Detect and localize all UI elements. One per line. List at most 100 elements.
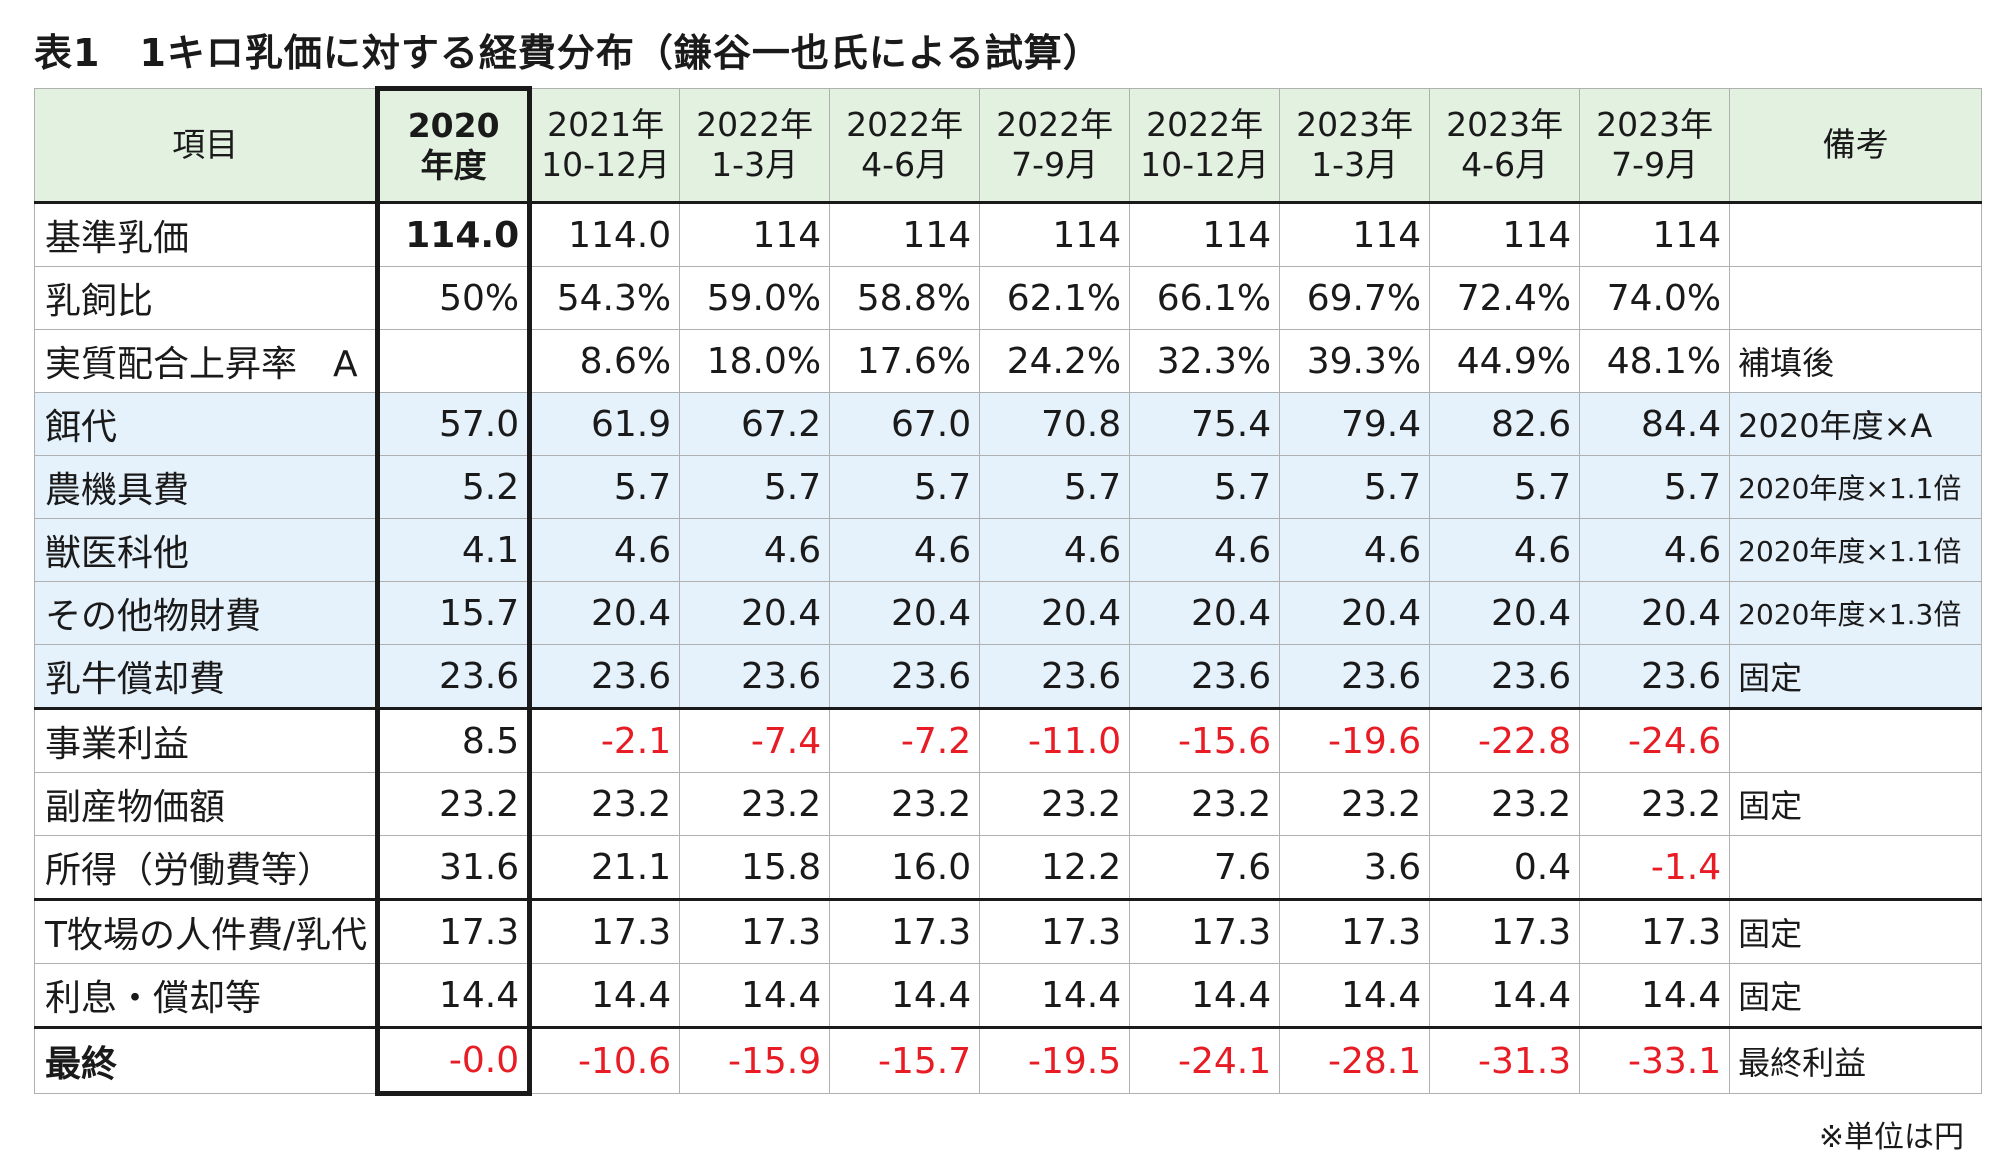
value-cell: 23.6 [1579, 644, 1731, 709]
value-cell: 58.8% [829, 266, 981, 330]
table-row: 事業利益 8.5 -2.1 -7.4 -7.2 -11.0 -15.6 -19.6 -22.8-… [33, 707, 1983, 773]
table-row: 利息・償却等 14.4 14.4 14.4 14.4 14.4 14.4 14.4 14.4 14… [33, 963, 1983, 1028]
value-cell: 14.4 [1429, 963, 1581, 1028]
value-cell: 20.4 [529, 581, 681, 645]
row-label: 乳飼比 [33, 266, 379, 330]
value-cell: 48.1% [1579, 329, 1731, 393]
header-period: 2023年 4-6月 [1429, 88, 1581, 204]
value-cell: 79.4 [1279, 392, 1431, 456]
header-line1: 2023年 [1446, 105, 1564, 144]
value-cell: 114 [1429, 202, 1581, 267]
header-line2: 1-3月 [1311, 145, 1399, 184]
header-notes: 備考 [1729, 88, 1983, 204]
row-note [1729, 707, 1983, 773]
value-cell: 61.9 [529, 392, 681, 456]
value-cell: 39.3% [1279, 329, 1431, 393]
value-cell: 14.4 [1579, 963, 1731, 1028]
value-cell: 17.3 [1279, 898, 1431, 964]
value-cell: 114 [679, 202, 831, 267]
value-cell: -2.1 [529, 707, 681, 773]
value-cell: 75.4 [1129, 392, 1281, 456]
value-cell: 4.6 [829, 518, 981, 582]
value-cell: -24.6 [1579, 707, 1731, 773]
row-label: その他物財費 [33, 581, 379, 645]
value-cell: 24.2% [979, 329, 1131, 393]
value-cell: 4.6 [1129, 518, 1281, 582]
header-line1: 2021年 [547, 105, 665, 144]
row-note [1729, 266, 1983, 330]
value-cell: 23.6 [375, 644, 533, 709]
value-cell: 114 [1129, 202, 1281, 267]
header-period: 2022年 1-3月 [679, 88, 831, 204]
value-cell: -31.3 [1429, 1026, 1581, 1094]
value-cell: 84.4 [1579, 392, 1731, 456]
value-cell: 20.4 [979, 581, 1131, 645]
table-row: 基準乳価 114.0 114.0 114 114 114 114 114 114 114 [33, 202, 1983, 267]
value-cell: 82.6 [1429, 392, 1581, 456]
value-cell: 114.0 [375, 202, 533, 267]
value-cell: 20.4 [829, 581, 981, 645]
value-cell: 17.3 [375, 898, 533, 964]
table-row: 乳牛償却費 23.6 23.6 23.6 23.6 23.6 23.6 23.6 23.6 23.… [33, 644, 1983, 709]
value-cell: 17.3 [829, 898, 981, 964]
value-cell: 17.3 [529, 898, 681, 964]
table-row: 実質配合上昇率 A 8.6% 18.0% 17.6% 24.2% 32.3% 39.3% 44… [33, 329, 1983, 393]
header-line1: 2022年 [1146, 105, 1264, 144]
value-cell: -15.9 [679, 1026, 831, 1094]
value-cell: 17.6% [829, 329, 981, 393]
table-row: 副産物価額 23.2 23.2 23.2 23.2 23.2 23.2 23.2 23.2 23.… [33, 772, 1983, 836]
value-cell: 59.0% [679, 266, 831, 330]
value-cell: 5.7 [979, 455, 1131, 519]
row-note: 2020年度×A [1729, 392, 1983, 456]
unit-footnote: ※単位は円 [1818, 1120, 1964, 1155]
table-row: 獣医科他 4.1 4.6 4.6 4.6 4.6 4.6 4.6 4.6 4.6 2020年度×1.… [33, 518, 1983, 582]
header-line2: 1-3月 [711, 145, 799, 184]
row-label: 基準乳価 [33, 202, 379, 267]
value-cell: 15.8 [679, 835, 831, 900]
header-line2: 7-9月 [1611, 145, 1699, 184]
header-period: 2022年 7-9月 [979, 88, 1131, 204]
value-cell: 14.4 [375, 963, 533, 1028]
value-cell: 114 [1279, 202, 1431, 267]
value-cell: 23.6 [679, 644, 831, 709]
row-note: 補填後 [1729, 329, 1983, 393]
value-cell: 14.4 [1279, 963, 1431, 1028]
value-cell: 5.2 [375, 455, 533, 519]
value-cell: 5.7 [829, 455, 981, 519]
value-cell: 4.6 [529, 518, 681, 582]
value-cell: 20.4 [1429, 581, 1581, 645]
value-cell: 23.2 [529, 772, 681, 836]
table-header-row: 項目 2020 年度 2021年 10-12月 2022年 1-3月 2022年 4-6月 202… [33, 86, 1983, 204]
value-cell: 15.7 [375, 581, 533, 645]
value-cell: 32.3% [1129, 329, 1281, 393]
value-cell: 31.6 [375, 835, 533, 900]
value-cell: 17.3 [1129, 898, 1281, 964]
value-cell: 4.6 [1579, 518, 1731, 582]
value-cell: -33.1 [1579, 1026, 1731, 1094]
table-row: 乳飼比 50% 54.3% 59.0% 58.8% 62.1% 66.1% 69.7% 72.4… [33, 266, 1983, 330]
header-line1: 2023年 [1596, 105, 1714, 144]
value-cell: 23.2 [679, 772, 831, 836]
value-cell: 23.2 [979, 772, 1131, 836]
value-cell: -28.1 [1279, 1026, 1431, 1094]
header-line2: 10-12月 [541, 145, 671, 184]
row-label: 獣医科他 [33, 518, 379, 582]
table-row: 所得（労働費等） 31.6 21.1 15.8 16.0 12.2 7.6 3.6 0.4 -1.… [33, 835, 1983, 900]
expense-table-wrapper: 項目 2020 年度 2021年 10-12月 2022年 1-3月 2022年 4-6月 202… [33, 86, 1983, 1096]
value-cell: 23.6 [1279, 644, 1431, 709]
value-cell: 20.4 [679, 581, 831, 645]
value-cell: 23.2 [1129, 772, 1281, 836]
value-cell: 44.9% [1429, 329, 1581, 393]
value-cell: 4.6 [979, 518, 1131, 582]
value-cell: 5.7 [1429, 455, 1581, 519]
value-cell: -22.8 [1429, 707, 1581, 773]
row-label: T牧場の人件費/乳代 [33, 898, 379, 964]
value-cell: 5.7 [1129, 455, 1281, 519]
value-cell: 14.4 [1129, 963, 1281, 1028]
header-line1: 2020 [407, 106, 500, 145]
value-cell: 62.1% [979, 266, 1131, 330]
value-cell: -10.6 [529, 1026, 681, 1094]
value-cell: 14.4 [979, 963, 1131, 1028]
value-cell: -15.6 [1129, 707, 1281, 773]
header-line1: 2022年 [846, 105, 964, 144]
